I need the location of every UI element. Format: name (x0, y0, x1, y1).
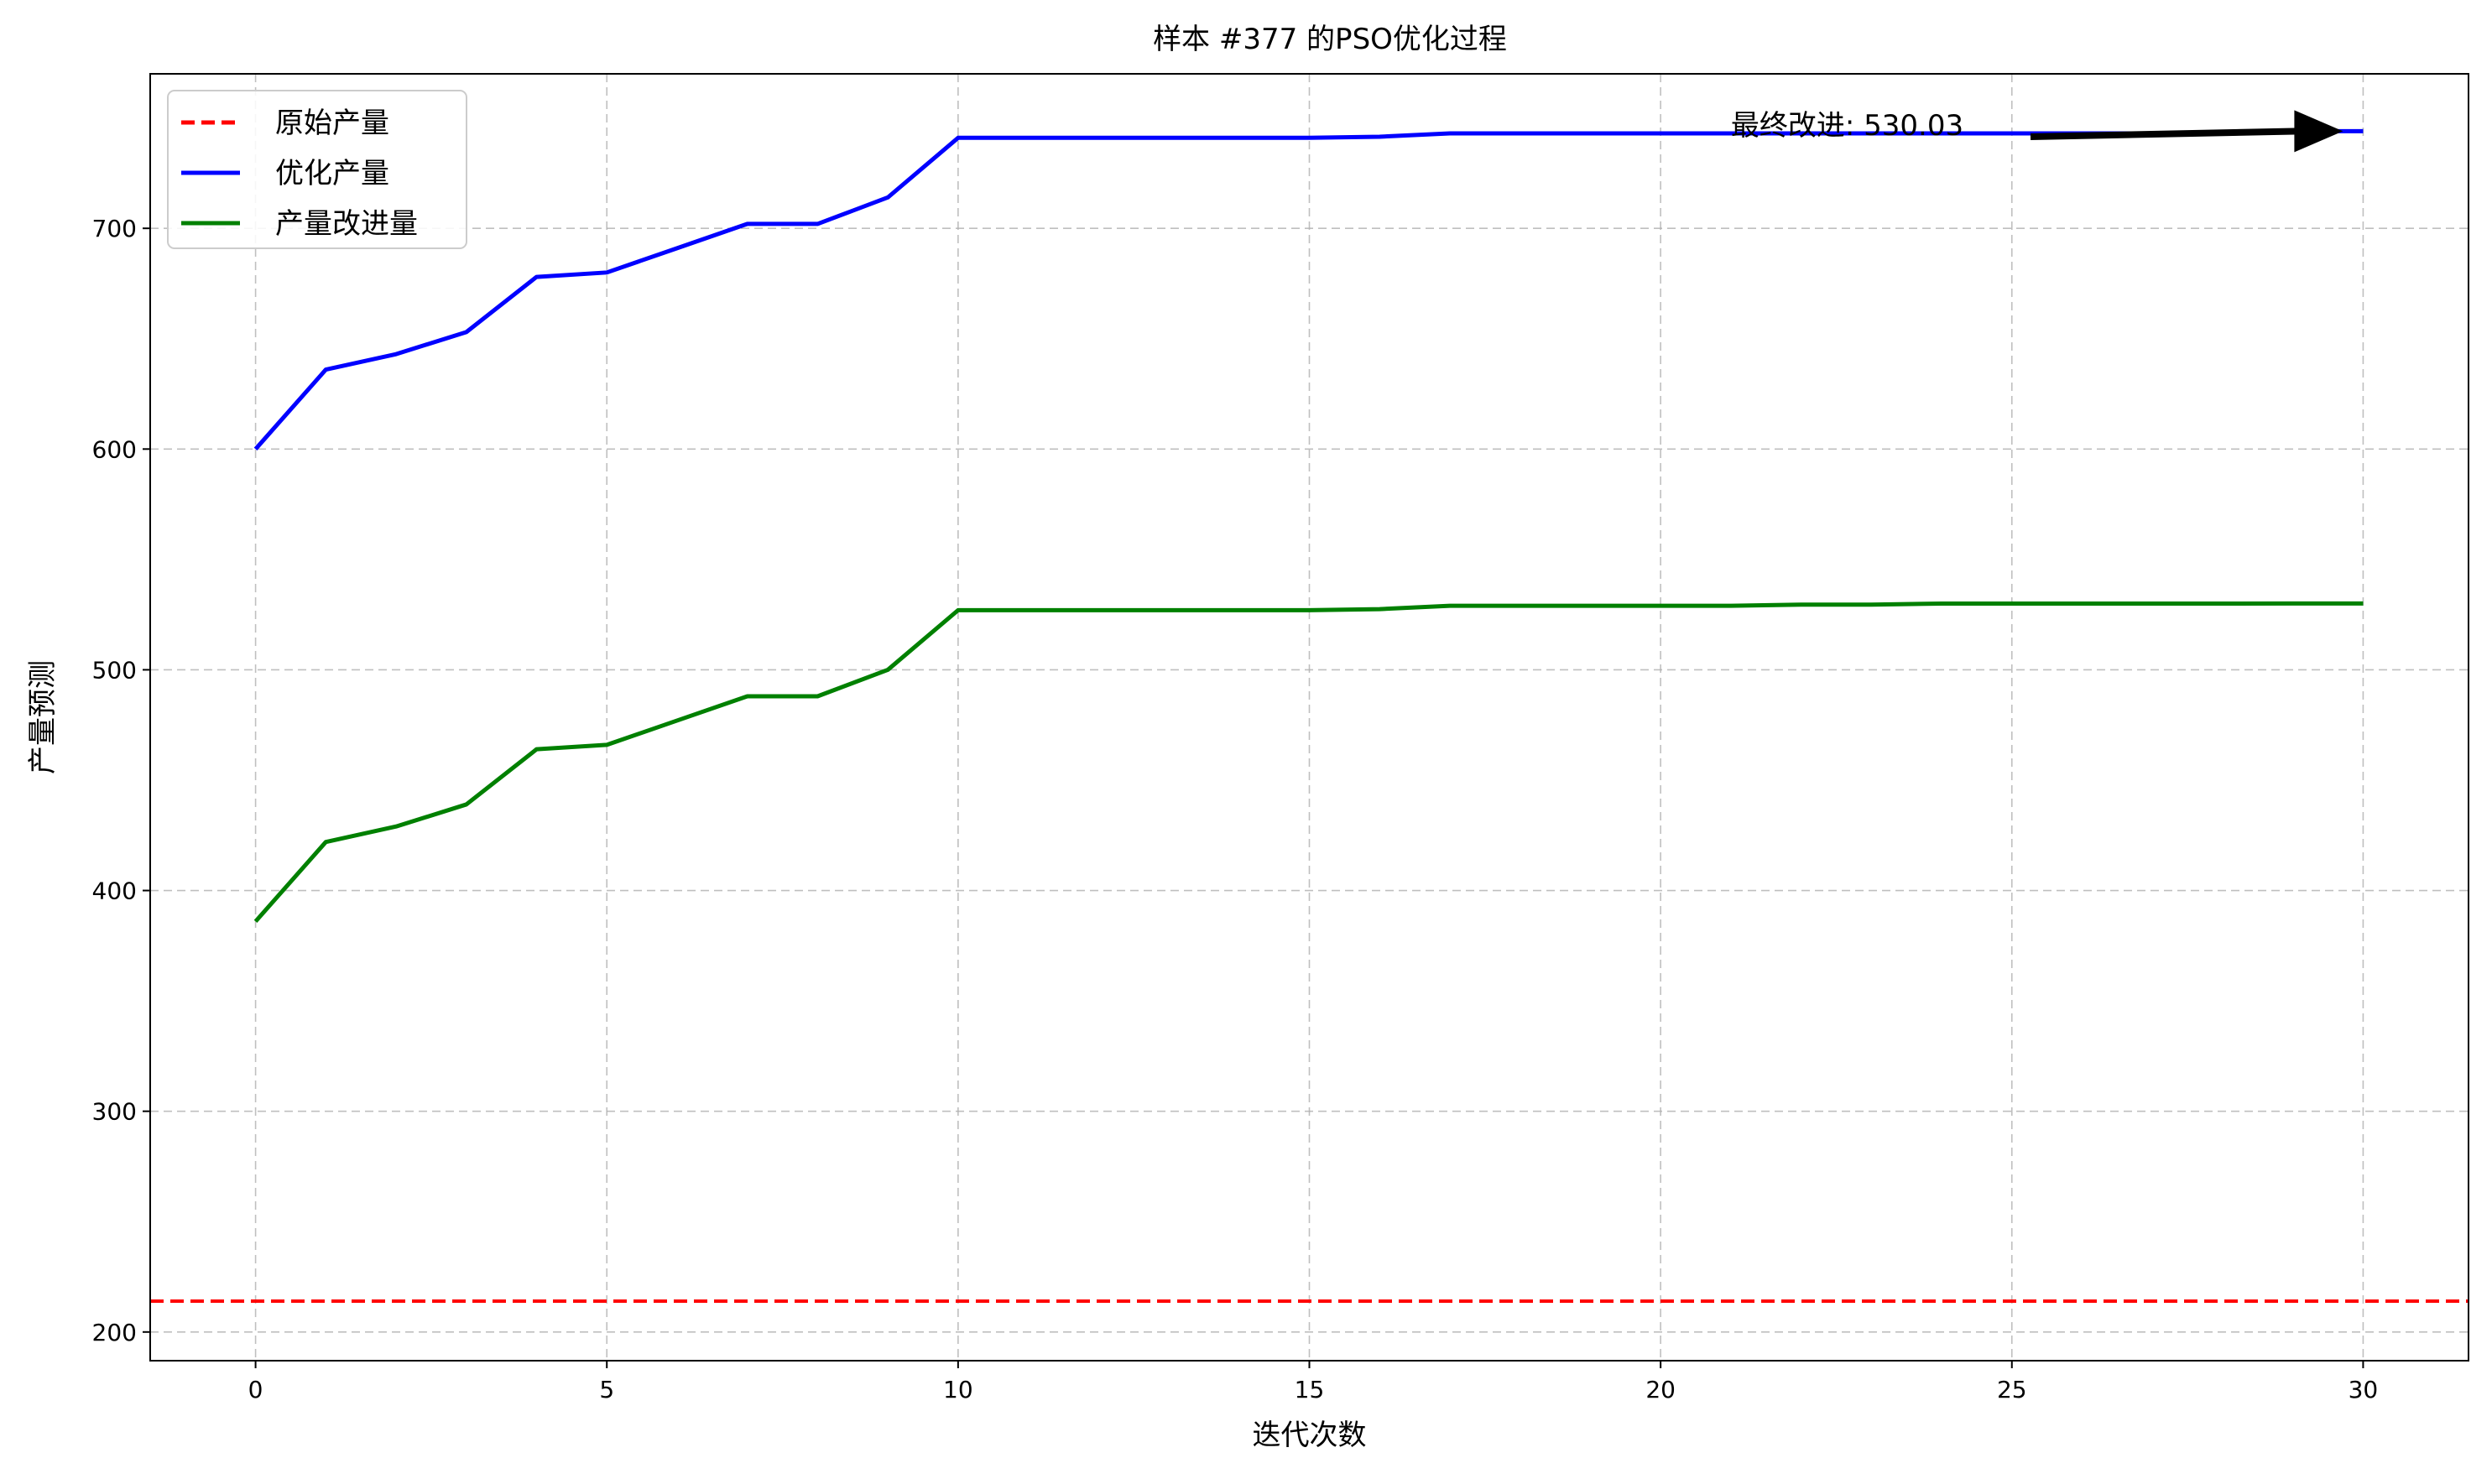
legend-label: 优化产量 (275, 157, 389, 190)
series-yield-improvement-line (253, 601, 2364, 924)
legend-label: 产量改进量 (275, 207, 418, 241)
series-optimized-yield-line (253, 128, 2364, 450)
x-tick-label: 10 (943, 1376, 973, 1403)
x-tick-label: 15 (1295, 1376, 1325, 1403)
y-tick-label: 200 (92, 1319, 137, 1346)
x-axis-ticks: 0 5 10 15 20 25 30 (248, 1361, 2379, 1403)
legend-label: 原始产量 (275, 107, 389, 140)
annotation-arrow-head (2294, 110, 2343, 153)
x-tick-label: 5 (599, 1376, 614, 1403)
grid-lines (150, 74, 2469, 1361)
y-tick-label: 400 (92, 877, 137, 905)
y-tick-label: 700 (92, 215, 137, 242)
x-tick-label: 0 (248, 1376, 263, 1403)
plot-series (150, 128, 2469, 1303)
x-tick-label: 30 (2349, 1376, 2379, 1403)
x-axis-title: 迭代次数 (1253, 1419, 1367, 1452)
chart-title: 样本 #377 的PSO优化过程 (1153, 23, 1507, 56)
x-tick-label: 20 (1645, 1376, 1676, 1403)
y-tick-label: 500 (92, 656, 137, 684)
x-tick-label: 25 (1997, 1376, 2027, 1403)
y-axis-ticks: 200 300 400 500 600 700 (92, 215, 150, 1346)
final-improvement-annotation: 最终改进: 530.03 (1731, 109, 2343, 153)
annotation-arrow-shaft (2030, 128, 2300, 141)
y-axis-title: 产量预测 (26, 660, 60, 774)
y-tick-label: 300 (92, 1098, 137, 1126)
y-tick-label: 600 (92, 435, 137, 463)
legend-box (167, 90, 467, 249)
annotation-label: 最终改进: 530.03 (1731, 109, 1963, 143)
